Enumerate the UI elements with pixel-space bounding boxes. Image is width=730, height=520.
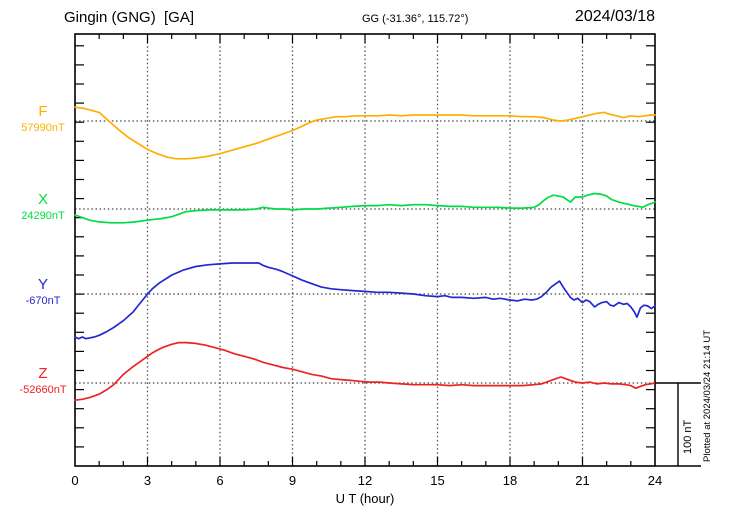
component-baseline-value: -52660nT [19,384,67,396]
component-name: Z [38,365,48,382]
x-tick-label: 3 [143,473,152,488]
x-tick-label: 12 [357,473,373,488]
station-title: Gingin (GNG) [GA] [64,9,195,26]
plot-date: 2024/03/18 [574,8,655,25]
component-label-F: F 57990nT [12,104,74,134]
scale-bar-label: 100 nT [682,419,694,454]
component-name: F [38,103,48,120]
trace-Z [74,341,656,402]
component-label-Y: Y -670nT [12,277,74,307]
x-tick-label: 21 [575,473,590,488]
plot-border [74,33,656,467]
x-tick-label: 6 [216,473,224,488]
component-baseline-value: 24290nT [21,210,65,222]
component-label-X: X 24290nT [12,192,74,222]
component-name: Y [37,276,48,293]
station-coordinates: GG (-31.36°, 115.72°) [362,13,469,25]
x-tick-label: 18 [502,473,518,488]
component-baseline-value: 57990nT [21,122,65,134]
x-tick-label: 24 [647,473,663,488]
x-tick-label: 9 [288,473,297,488]
plotted-timestamp-note: Plotted at 2024/03/24 21:14 UT [702,329,713,462]
component-label-Z: Z -52660nT [12,366,74,396]
component-baseline-value: -670nT [25,295,61,307]
trace-Y [74,262,656,340]
x-tick-label: 0 [71,473,79,488]
trace-X [74,192,656,224]
x-tick-label: 15 [430,473,445,488]
trace-F [74,106,656,160]
component-name: X [37,191,48,208]
x-axis-title: U T (hour) [335,491,395,506]
